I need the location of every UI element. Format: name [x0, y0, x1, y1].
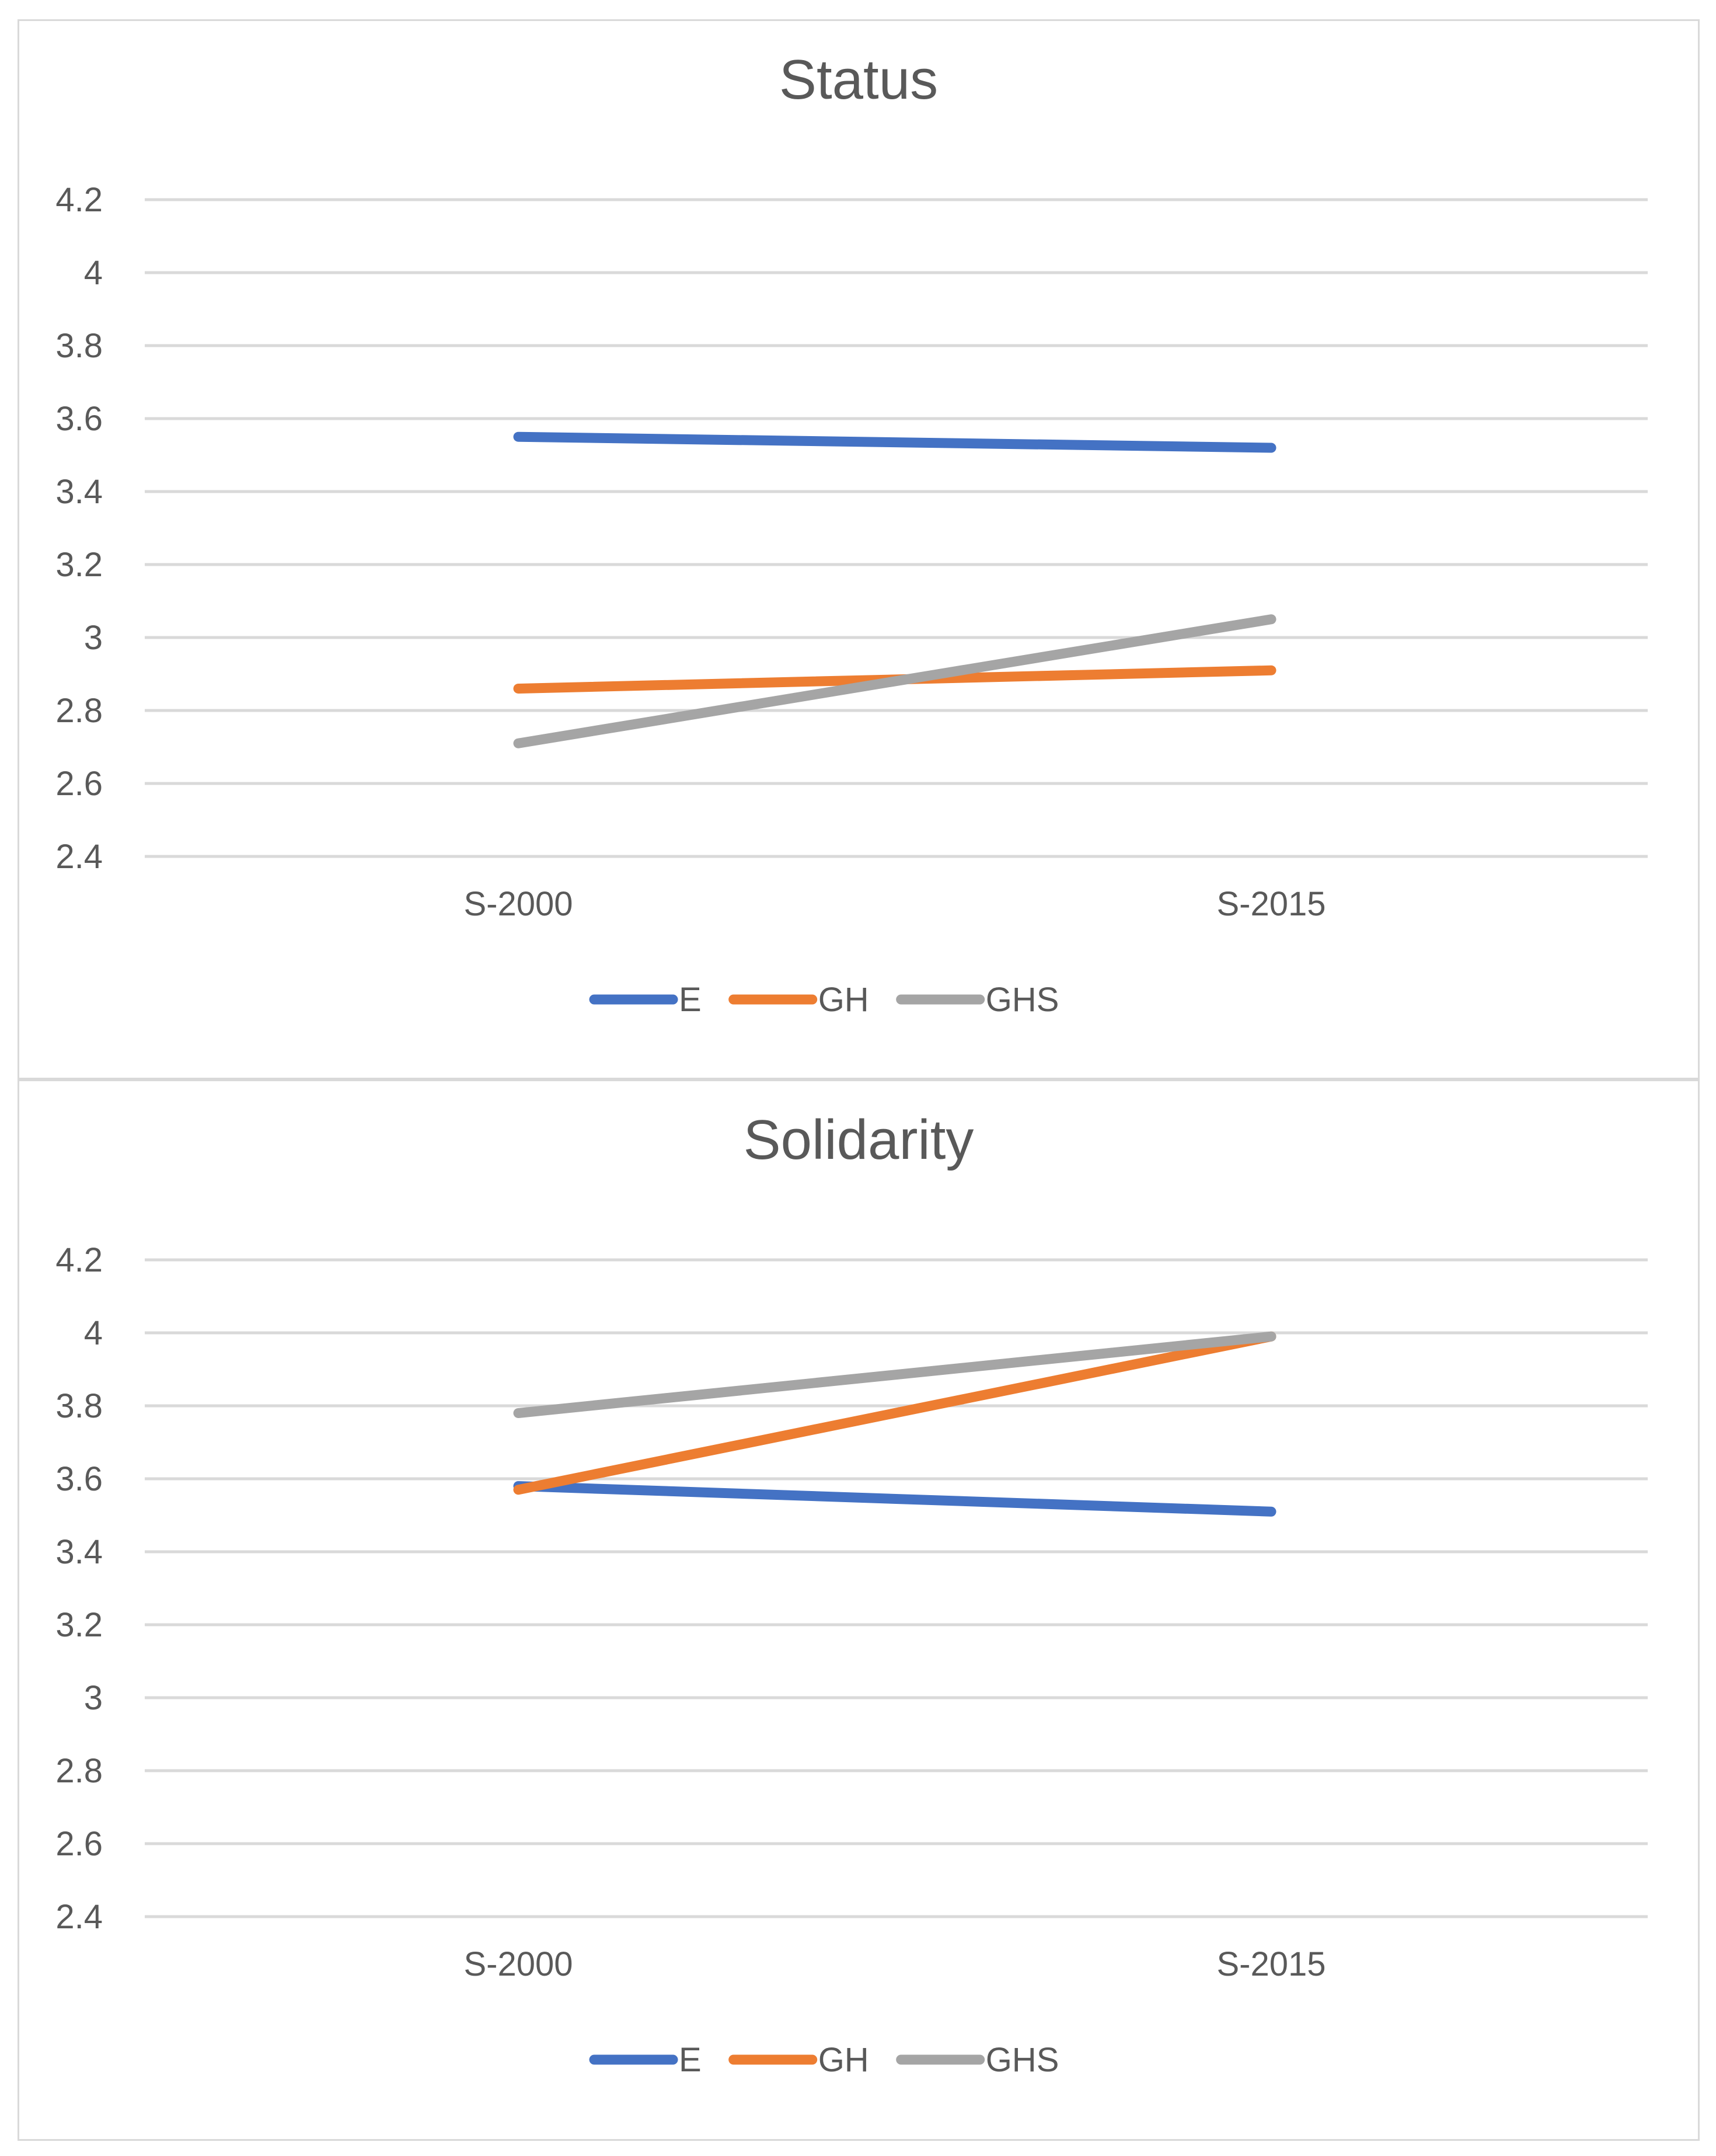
- x-tick-label: S-2000: [463, 885, 573, 923]
- y-tick-label: 3.6: [55, 1460, 103, 1498]
- y-tick-label: 3: [84, 619, 103, 657]
- y-tick-label: 4: [84, 1314, 103, 1352]
- y-tick-label: 3: [84, 1679, 103, 1717]
- chart-title: Status: [779, 48, 938, 111]
- y-tick-label: 2.8: [55, 1752, 103, 1790]
- y-tick-label: 3.2: [55, 546, 103, 584]
- x-tick-label: S-2015: [1216, 885, 1326, 923]
- legend-label-gh: GH: [818, 2041, 869, 2079]
- legend-label-ghs: GHS: [986, 981, 1059, 1019]
- y-tick-label: 4.2: [55, 1241, 103, 1279]
- legend-label-ghs: GHS: [986, 2041, 1059, 2079]
- legend-label-gh: GH: [818, 981, 869, 1019]
- series-line-ghs: [513, 614, 1276, 748]
- status-chart-panel: Status 2.4 2.6 2.8 3 3.2 3.4 3.6 3.8 4 4.2 S-2000 S…: [18, 19, 1700, 1079]
- y-tick-label: 4.2: [55, 181, 103, 219]
- series-line-ghs: [513, 1331, 1276, 1418]
- y-tick-label: 3.8: [55, 327, 103, 365]
- x-tick-label: S-2015: [1216, 1945, 1326, 1983]
- series-line-gh: [513, 1331, 1276, 1495]
- status-chart: Status 2.4 2.6 2.8 3 3.2 3.4 3.6 3.8 4 4.2 S-2000 S…: [55, 48, 1648, 1019]
- y-tick-label: 2.4: [55, 838, 103, 876]
- y-tick-label: 2.6: [55, 1825, 103, 1863]
- y-tick-label: 3.2: [55, 1606, 103, 1644]
- y-tick-label: 2.4: [55, 1898, 103, 1936]
- chart-title: Solidarity: [744, 1109, 974, 1171]
- series-line-e: [513, 431, 1276, 453]
- y-tick-label: 2.8: [55, 692, 103, 730]
- y-tick-label: 3.6: [55, 400, 103, 438]
- y-tick-label: 4: [84, 254, 103, 292]
- legend-label-e: E: [679, 981, 702, 1019]
- solidarity-chart-panel: Solidarity 2.4 2.6 2.8 3 3.2 3.4 3.6 3.8 4 4.2 S-2…: [18, 1079, 1700, 2141]
- y-tick-label: 2.6: [55, 765, 103, 803]
- y-tick-label: 3.8: [55, 1387, 103, 1425]
- series-line-e: [513, 1481, 1276, 1517]
- y-tick-label: 3.4: [55, 1533, 103, 1571]
- legend-label-e: E: [679, 2041, 702, 2079]
- y-tick-label: 3.4: [55, 473, 103, 511]
- solidarity-chart: Solidarity 2.4 2.6 2.8 3 3.2 3.4 3.6 3.8 4 4.2 S-2…: [55, 1109, 1648, 2079]
- x-tick-label: S-2000: [463, 1945, 573, 1983]
